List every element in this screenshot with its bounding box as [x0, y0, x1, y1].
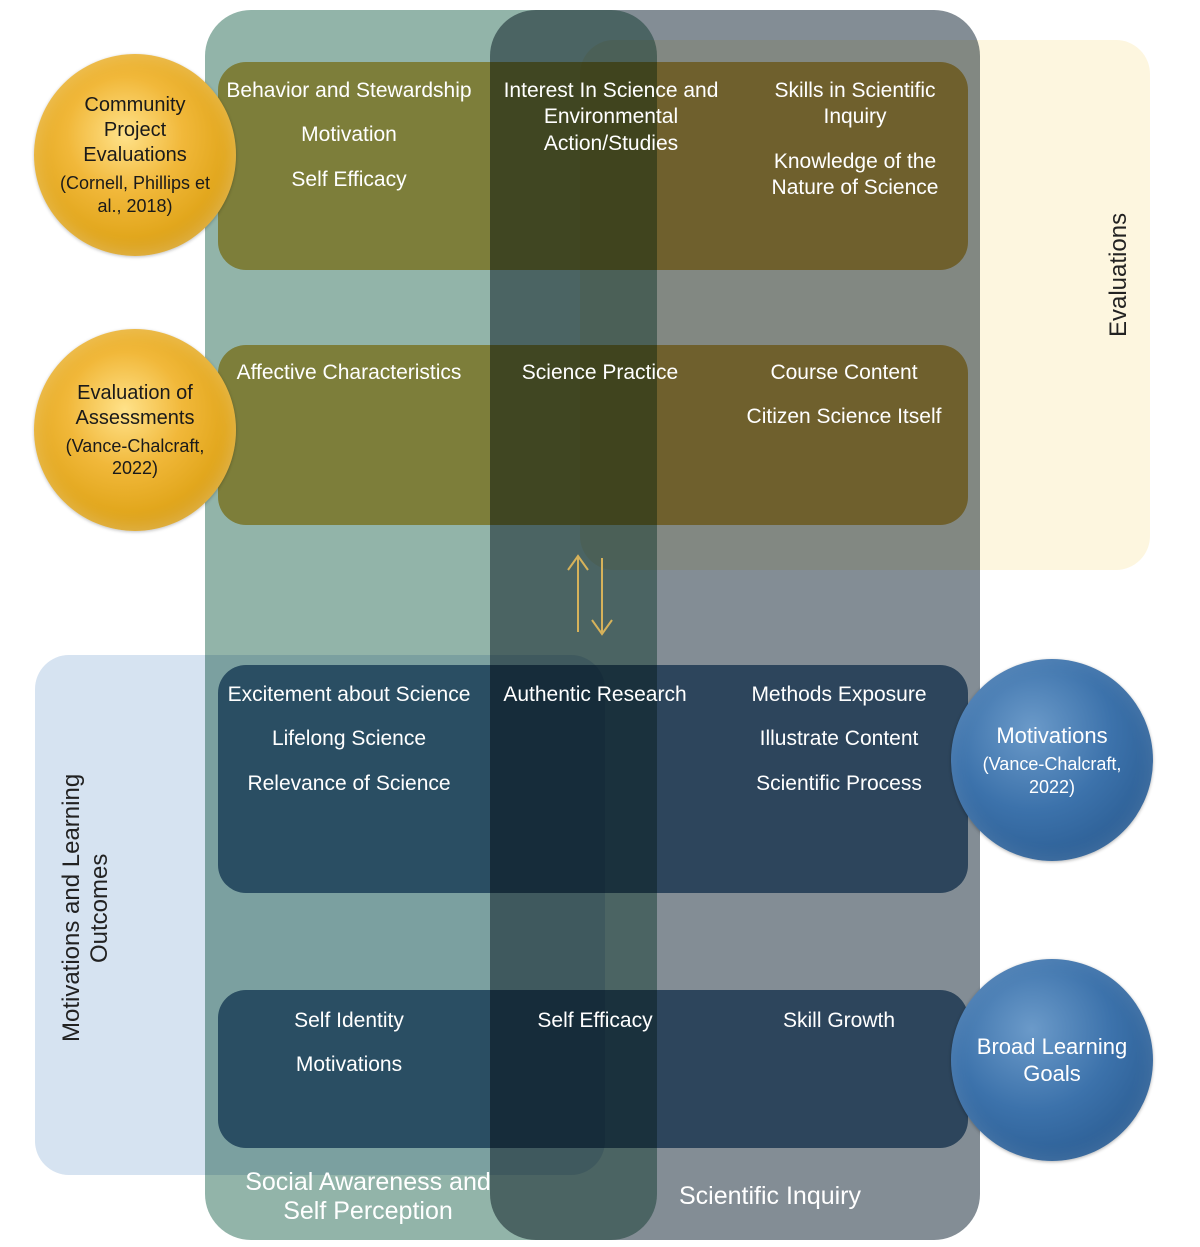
c4-title: Broad Learning Goals [977, 1034, 1127, 1087]
r4-s1-i1: Self Identity [294, 1008, 404, 1034]
c2-title: Evaluation of Assessments [76, 382, 195, 429]
r3-s1-i1: Excitement about Science [228, 682, 471, 708]
c3-sub: (Vance-Chalcraft, 2022) [969, 753, 1135, 798]
r2-s2-i1: Science Practice [522, 360, 678, 386]
row-1-content: Behavior and Stewardship Motivation Self… [218, 78, 968, 201]
circle-motivations: Motivations (Vance-Chalcraft, 2022) [951, 659, 1153, 861]
row-3-content: Excitement about Science Lifelong Scienc… [218, 682, 968, 797]
r1-s1-i3: Self Efficacy [291, 167, 406, 193]
r3-s1-i2: Lifelong Science [272, 726, 426, 752]
r4-s2-i1: Self Efficacy [537, 1008, 652, 1034]
label-motivations: Motivations and Learning Outcomes [58, 728, 114, 1088]
c1-title: Community Project Evaluations [83, 94, 186, 166]
r1-s1-i2: Motivation [301, 122, 397, 148]
column-left-label: Social Awareness and Self Perception [238, 1168, 498, 1226]
circle-broad-learning-goals: Broad Learning Goals [951, 959, 1153, 1161]
c2-sub: (Vance-Chalcraft, 2022) [52, 435, 218, 480]
r3-s3-i1: Methods Exposure [751, 682, 926, 708]
label-evaluations: Evaluations [1105, 165, 1133, 385]
r2-s1-i1: Affective Characteristics [237, 360, 462, 386]
c1-sub: (Cornell, Phillips et al., 2018) [52, 172, 218, 217]
column-right-label: Scientific Inquiry [650, 1182, 890, 1211]
r1-s1-i1: Behavior and Stewardship [226, 78, 471, 104]
c3-title: Motivations [996, 723, 1107, 748]
r1-s3-i2: Knowledge of the Nature of Science [750, 149, 960, 202]
r1-s2-i1: Interest In Science and Environmental Ac… [488, 78, 734, 157]
r3-s3-i2: Illustrate Content [760, 726, 919, 752]
r4-s3-i1: Skill Growth [783, 1008, 895, 1034]
circle-evaluation-of-assessments: Evaluation of Assessments (Vance-Chalcra… [34, 329, 236, 531]
r4-s1-i2: Motivations [296, 1052, 402, 1078]
diagram-stage: Evaluations Motivations and Learning Out… [0, 0, 1200, 1247]
row-2-content: Affective Characteristics Science Practi… [218, 360, 968, 431]
bidirectional-arrow-icon [550, 540, 630, 650]
r2-s3-i2: Citizen Science Itself [747, 404, 942, 430]
row-4-content: Self Identity Motivations Self Efficacy … [218, 1008, 968, 1079]
r1-s3-i1: Skills in Scientific Inquiry [750, 78, 960, 131]
r3-s3-i3: Scientific Process [756, 771, 922, 797]
r2-s3-i1: Course Content [770, 360, 917, 386]
r3-s1-i3: Relevance of Science [247, 771, 450, 797]
r3-s2-i1: Authentic Research [503, 682, 686, 708]
circle-community-project-evaluations: Community Project Evaluations (Cornell, … [34, 54, 236, 256]
